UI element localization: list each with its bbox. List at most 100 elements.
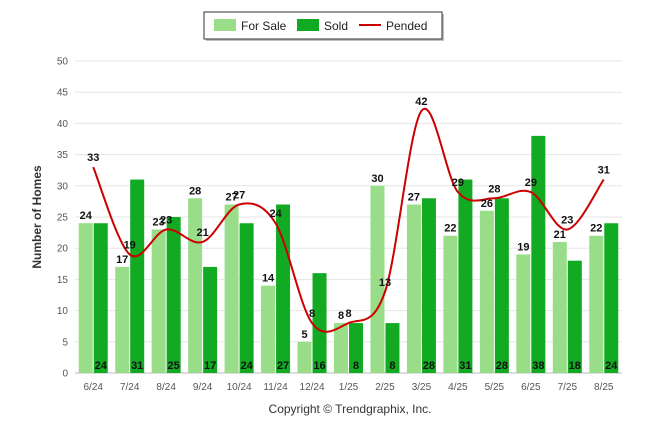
sold-bar xyxy=(276,204,291,373)
y-tick-label: 15 xyxy=(57,275,69,286)
x-tick-label: 10/24 xyxy=(227,382,252,393)
for-sale-label: 14 xyxy=(262,273,275,285)
sold-label: 8 xyxy=(353,360,359,372)
x-axis-ticks: 6/24 7/24 8/24 9/24 10/24 11/24 12/24 1/25 2/25 3… xyxy=(83,382,613,393)
sold-label: 27 xyxy=(277,360,289,372)
y-tick-label: 10 xyxy=(57,306,69,317)
pended-label: 24 xyxy=(269,208,282,220)
sold-label: 18 xyxy=(569,360,581,372)
sold-bar xyxy=(531,135,546,373)
sold-label: 28 xyxy=(423,360,435,372)
for-sale-bar xyxy=(406,204,421,373)
y-tick-label: 5 xyxy=(62,337,68,348)
x-tick-label: 7/25 xyxy=(558,382,578,393)
y-tick-label: 25 xyxy=(57,213,69,224)
for-sale-label: 22 xyxy=(590,223,602,235)
sold-label: 24 xyxy=(240,360,253,372)
sold-label: 8 xyxy=(389,360,395,372)
for-sale-bar xyxy=(479,210,494,373)
sold-bar xyxy=(385,323,400,373)
sold-label: 24 xyxy=(605,360,618,372)
sold-bar xyxy=(604,223,619,373)
x-tick-label: 11/24 xyxy=(263,382,288,393)
for-sale-label: 30 xyxy=(371,173,383,185)
sold-bar xyxy=(349,323,363,373)
pended-label: 23 xyxy=(561,214,573,226)
x-tick-label: 3/25 xyxy=(412,382,432,393)
for-sale-label: 24 xyxy=(80,210,93,222)
legend-for-sale-label: For Sale xyxy=(241,19,287,33)
pended-label: 27 xyxy=(233,190,245,202)
sold-bar xyxy=(130,179,145,373)
copyright-text: Copyright © Trendgraphix, Inc. xyxy=(269,402,432,416)
sold-bar xyxy=(203,266,218,373)
y-axis-label: Number of Homes xyxy=(30,165,44,269)
for-sale-label: 27 xyxy=(225,192,237,204)
pended-label: 23 xyxy=(160,214,172,226)
y-tick-label: 30 xyxy=(57,181,69,192)
for-sale-bar xyxy=(370,185,385,373)
x-tick-label: 4/25 xyxy=(448,382,468,393)
pended-line-path xyxy=(92,107,605,333)
for-sale-bar xyxy=(552,241,567,373)
gridlines xyxy=(75,60,622,374)
y-axis-ticks: 0 5 10 15 20 25 30 35 40 45 50 xyxy=(57,57,69,380)
x-tick-label: 1/25 xyxy=(339,382,359,393)
x-tick-label: 6/25 xyxy=(521,382,541,393)
for-sale-label: 19 xyxy=(517,241,529,253)
y-tick-label: 40 xyxy=(57,119,69,130)
for-sale-bar xyxy=(151,229,166,373)
y-tick-label: 20 xyxy=(57,244,69,255)
x-tick-label: 5/25 xyxy=(485,382,505,393)
sold-label: 31 xyxy=(131,360,143,372)
sold-bar xyxy=(458,179,473,373)
legend-box xyxy=(203,11,443,40)
x-tick-label: 6/24 xyxy=(83,382,103,393)
pended-label: 8 xyxy=(345,308,351,320)
pended-label: 19 xyxy=(124,239,136,251)
legend-for-sale-swatch xyxy=(214,19,236,31)
y-tick-label: 35 xyxy=(57,150,69,161)
sold-label: 24 xyxy=(95,360,108,372)
for-sale-bar xyxy=(188,198,203,373)
bars xyxy=(78,135,619,373)
for-sale-bar xyxy=(224,204,239,373)
for-sale-label: 22 xyxy=(444,223,456,235)
for-sale-label: 5 xyxy=(301,329,307,341)
for-sale-label: 8 xyxy=(338,310,344,322)
sold-bar xyxy=(312,273,327,373)
x-tick-label: 8/25 xyxy=(594,382,614,393)
for-sale-bar xyxy=(261,285,276,373)
sold-bar xyxy=(421,198,436,373)
x-tick-label: 12/24 xyxy=(300,382,325,393)
for-sale-label: 28 xyxy=(189,185,201,197)
sold-label: 28 xyxy=(496,360,508,372)
for-sale-bar xyxy=(334,323,348,373)
sold-label: 25 xyxy=(168,360,180,372)
sold-bar xyxy=(494,198,509,373)
legend-sold-swatch xyxy=(297,19,319,31)
x-tick-label: 2/25 xyxy=(375,382,395,393)
y-tick-label: 0 xyxy=(62,369,68,380)
sold-label: 17 xyxy=(204,360,216,372)
sold-label: 16 xyxy=(313,360,325,372)
for-sale-bar xyxy=(443,235,458,373)
x-tick-label: 9/24 xyxy=(193,382,213,393)
for-sale-label: 23 xyxy=(153,216,165,228)
legend-pended-label: Pended xyxy=(386,19,427,33)
for-sale-bar xyxy=(115,266,130,373)
for-sale-label: 26 xyxy=(481,198,493,210)
pended-label: 28 xyxy=(488,183,500,195)
sold-bar xyxy=(166,217,181,373)
y-tick-label: 45 xyxy=(57,88,69,99)
pended-line xyxy=(92,107,605,333)
for-sale-label: 27 xyxy=(408,192,420,204)
pended-label: 21 xyxy=(197,227,209,239)
data-labels: 2424173123252817272414275168830827282231… xyxy=(80,96,619,372)
pended-label: 8 xyxy=(309,308,315,320)
sold-label: 31 xyxy=(459,360,471,372)
for-sale-label: 17 xyxy=(116,254,128,266)
legend: For Sale Sold Pended xyxy=(203,11,444,41)
